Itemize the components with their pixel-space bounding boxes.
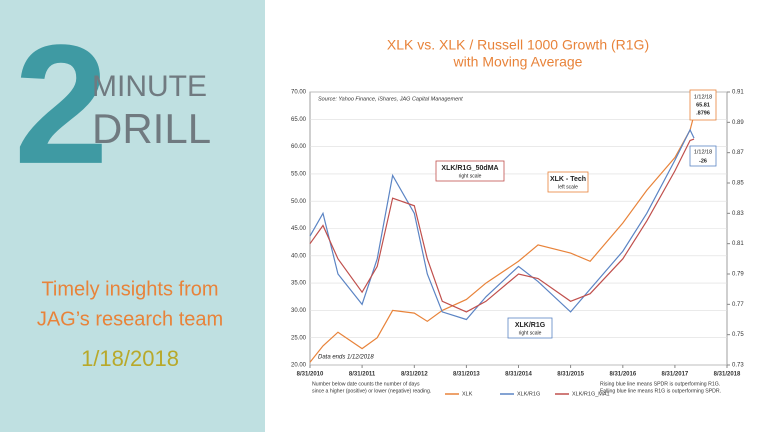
y2-tick-label: 0.77 bbox=[732, 302, 744, 308]
y-tick-label: 65.00 bbox=[291, 117, 307, 123]
x-tick-label: 8/31/2012 bbox=[401, 372, 428, 378]
series-line bbox=[309, 138, 695, 313]
annotation-box bbox=[689, 89, 717, 121]
annotation-box bbox=[435, 160, 505, 182]
tagline: JAG’s research team bbox=[37, 308, 223, 330]
annotation: -26 bbox=[699, 158, 707, 164]
y2-tick-label: 0.85 bbox=[732, 181, 744, 187]
x-tick-label: 8/31/2016 bbox=[609, 372, 636, 378]
x-tick-label: 8/31/2017 bbox=[662, 372, 689, 378]
chart-subtitle: with Moving Average bbox=[453, 54, 583, 70]
series-line bbox=[309, 128, 695, 321]
legend-label: XLK/R1G_MA1 bbox=[572, 391, 610, 397]
annotation: 1/12/18 bbox=[694, 149, 712, 155]
y2-tick-label: 0.91 bbox=[732, 90, 744, 96]
annotation: XLK/R1G bbox=[515, 322, 546, 329]
annotation: Data ends 1/12/2018 bbox=[318, 355, 374, 361]
y2-tick-label: 0.79 bbox=[732, 272, 744, 278]
annotation-box bbox=[507, 317, 553, 339]
date: 1/18/2018 bbox=[81, 346, 179, 371]
y-tick-label: 60.00 bbox=[291, 144, 307, 150]
annotation-box bbox=[689, 145, 717, 167]
brand-panel bbox=[0, 0, 265, 432]
footnote: Number below date counts the number of d… bbox=[312, 381, 420, 387]
y2-tick-label: 0.83 bbox=[732, 211, 744, 217]
x-tick-label: 8/31/2014 bbox=[505, 372, 532, 378]
y2-tick-label: 0.75 bbox=[732, 332, 744, 338]
annotation: right scale bbox=[459, 173, 482, 179]
series-line bbox=[309, 114, 695, 363]
annotation: 1/12/18 bbox=[694, 94, 712, 100]
x-tick-label: 8/31/2018 bbox=[714, 372, 741, 378]
annotation: 65.81 bbox=[696, 102, 710, 108]
y2-tick-label: 0.81 bbox=[732, 241, 744, 247]
chart-panel bbox=[265, 0, 768, 432]
y2-tick-label: 0.87 bbox=[732, 150, 744, 156]
annotation: XLK/R1G_50dMA bbox=[441, 165, 498, 172]
tagline: Timely insights from bbox=[41, 278, 218, 300]
brand-word: DRILL bbox=[92, 105, 211, 152]
y-tick-label: 40.00 bbox=[291, 253, 307, 259]
y-tick-label: 45.00 bbox=[291, 226, 307, 232]
y2-tick-label: 0.73 bbox=[732, 363, 744, 369]
y-tick-label: 30.00 bbox=[291, 308, 307, 314]
y-tick-label: 35.00 bbox=[291, 281, 307, 287]
legend-label: XLK bbox=[462, 391, 473, 397]
y-tick-label: 25.00 bbox=[291, 335, 307, 341]
x-tick-label: 8/31/2010 bbox=[297, 372, 324, 378]
footnote: since a higher (positive) or lower (nega… bbox=[312, 388, 431, 394]
y-tick-label: 55.00 bbox=[291, 171, 307, 177]
annotation: right scale bbox=[519, 330, 542, 336]
x-tick-label: 8/31/2013 bbox=[453, 372, 480, 378]
annotation-box bbox=[547, 171, 589, 193]
source: Source: Yahoo Finance, iShares, JAG Capi… bbox=[318, 96, 463, 102]
annotation: left scale bbox=[558, 184, 578, 190]
footnote: Falling blue line means R1G is outperfor… bbox=[600, 388, 721, 394]
y-tick-label: 20.00 bbox=[291, 363, 307, 369]
y-tick-label: 70.00 bbox=[291, 90, 307, 96]
annotation: .8796 bbox=[696, 110, 710, 116]
footnote: Rising blue line means SPDR is outperfor… bbox=[600, 381, 720, 387]
brand-word: MINUTE bbox=[92, 70, 207, 103]
chart-title: XLK vs. XLK / Russell 1000 Growth (R1G) bbox=[387, 37, 649, 53]
y-tick-label: 50.00 bbox=[291, 199, 307, 205]
legend-label: XLK/R1G bbox=[517, 391, 540, 397]
y2-tick-label: 0.89 bbox=[732, 120, 744, 126]
brand-number: 2 bbox=[14, 10, 109, 200]
x-tick-label: 8/31/2011 bbox=[349, 372, 376, 378]
annotation: XLK - Tech bbox=[550, 176, 586, 183]
x-tick-label: 8/31/2015 bbox=[557, 372, 584, 378]
